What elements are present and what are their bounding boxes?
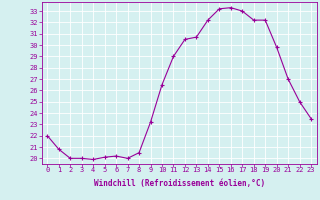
X-axis label: Windchill (Refroidissement éolien,°C): Windchill (Refroidissement éolien,°C) (94, 179, 265, 188)
